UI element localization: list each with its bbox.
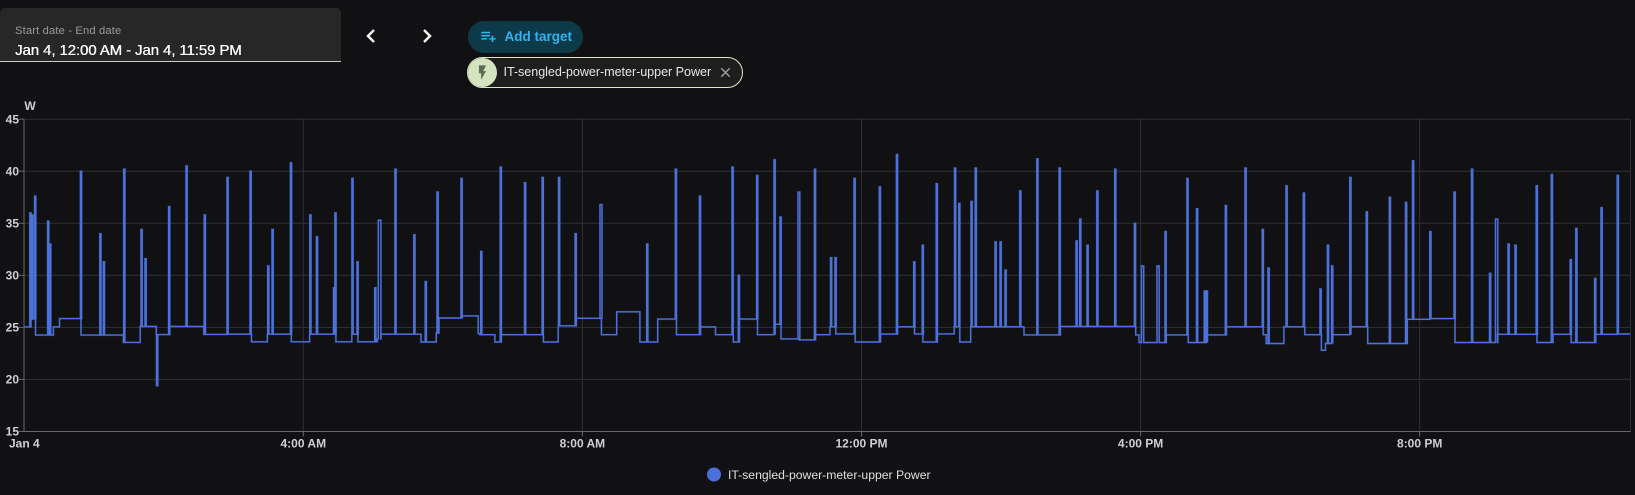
svg-text:4:00 AM: 4:00 AM [281, 437, 327, 451]
svg-text:4:00 PM: 4:00 PM [1118, 437, 1163, 451]
svg-text:40: 40 [6, 164, 20, 178]
svg-text:20: 20 [6, 373, 20, 387]
svg-text:8:00 PM: 8:00 PM [1397, 437, 1442, 451]
svg-text:35: 35 [6, 217, 20, 231]
svg-text:30: 30 [6, 269, 20, 283]
svg-text:12:00 PM: 12:00 PM [835, 437, 887, 451]
svg-text:IT-sengled-power-meter-upper P: IT-sengled-power-meter-upper Power [728, 468, 931, 482]
svg-text:45: 45 [6, 112, 20, 126]
svg-text:15: 15 [6, 425, 20, 439]
svg-text:Jan 4: Jan 4 [9, 437, 40, 451]
svg-text:8:00 AM: 8:00 AM [560, 437, 606, 451]
svg-text:25: 25 [6, 321, 20, 335]
svg-text:W: W [24, 99, 36, 113]
